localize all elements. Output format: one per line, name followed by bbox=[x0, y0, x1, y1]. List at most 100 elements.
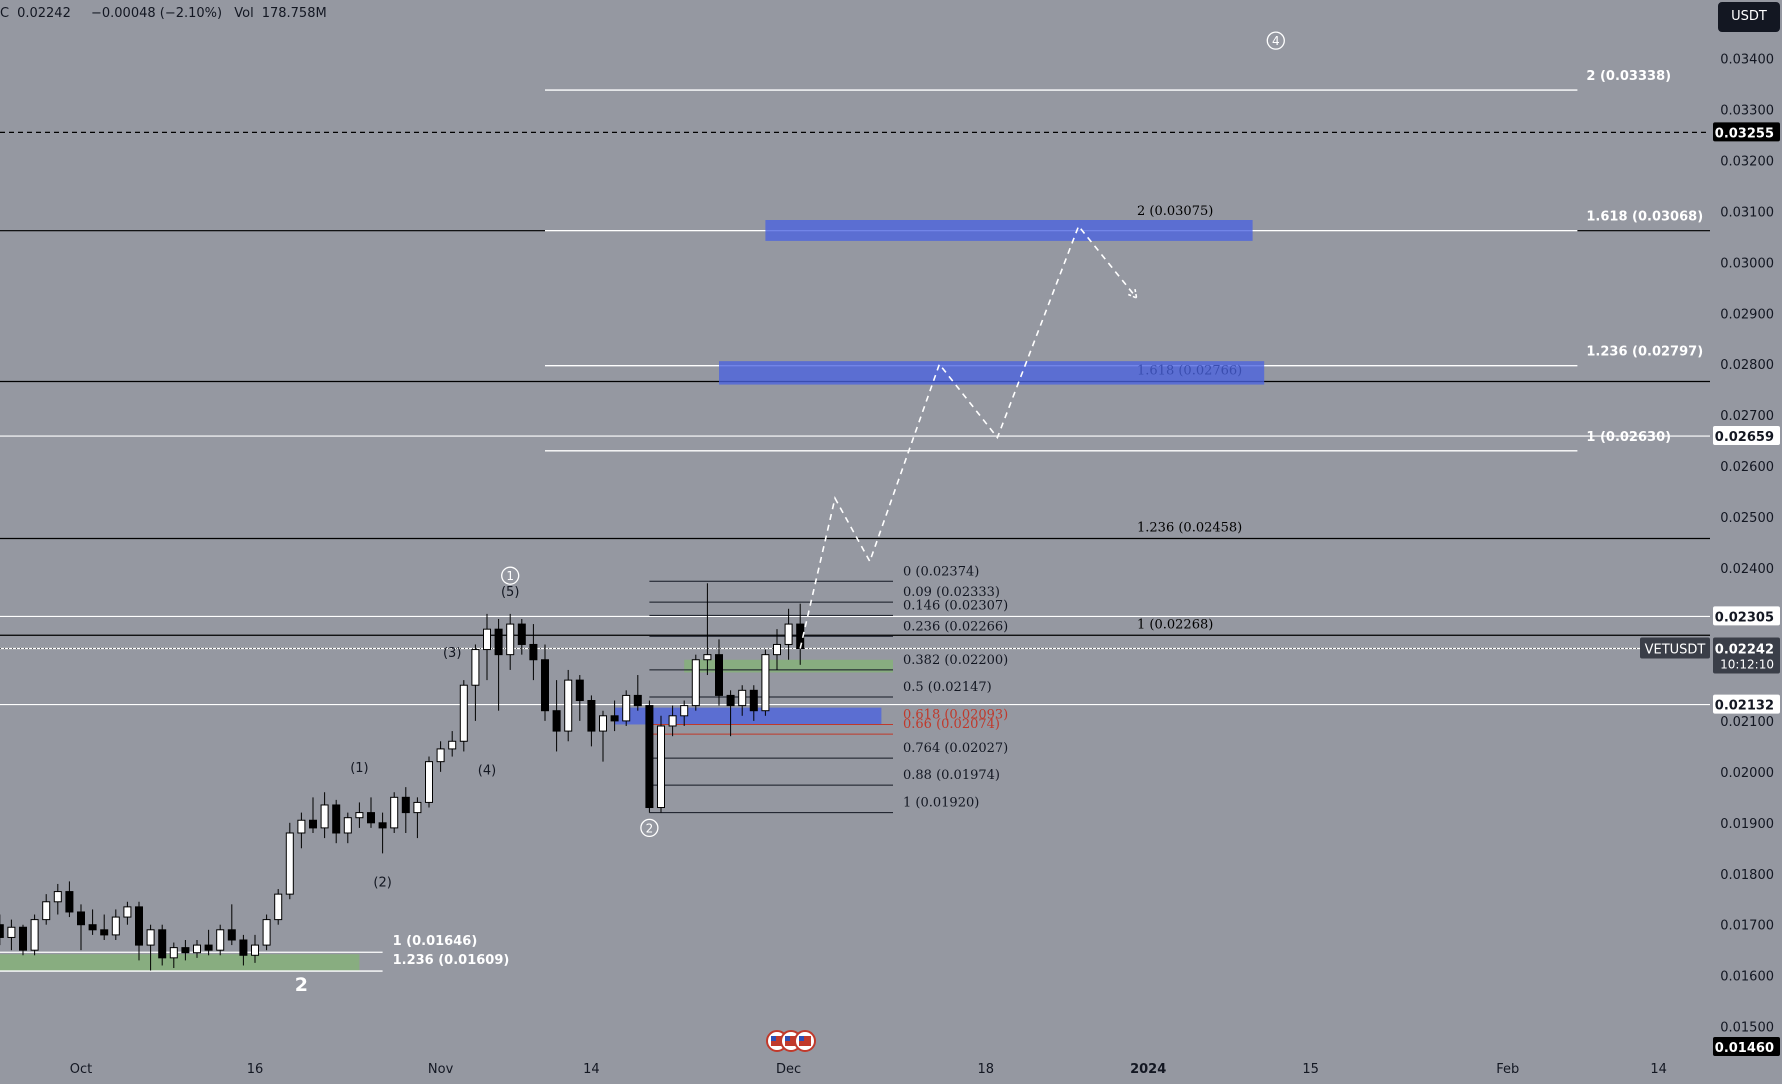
candle-body-52 bbox=[575, 679, 584, 702]
candle-body-15 bbox=[146, 929, 155, 946]
event-flag-canton-icon-0 bbox=[771, 1036, 776, 1041]
candle-body-64 bbox=[715, 654, 723, 696]
price-label-0: 0.03255 bbox=[1715, 126, 1774, 141]
price-tick-3: 0.03100 bbox=[1720, 205, 1774, 220]
currency-button[interactable]: USDT bbox=[1718, 2, 1780, 32]
price-tick-1: 0.03300 bbox=[1720, 103, 1774, 118]
candle-body-32 bbox=[343, 817, 352, 834]
upper-fib-label-0: 2 (0.03338) bbox=[1586, 69, 1671, 84]
wave-circle-1 bbox=[640, 818, 659, 838]
candle-body-31 bbox=[332, 804, 341, 834]
extension-label-3: 1 (0.02268) bbox=[1137, 617, 1213, 632]
candle-body-65 bbox=[726, 694, 735, 707]
time-tick-0: Oct bbox=[70, 1062, 92, 1077]
candle-body-17 bbox=[169, 947, 178, 959]
price-tick-11: 0.02100 bbox=[1720, 715, 1774, 730]
candle-body-24 bbox=[251, 944, 259, 956]
time-tick-4: Dec bbox=[776, 1062, 801, 1077]
price-tick-8: 0.02600 bbox=[1720, 460, 1774, 475]
time-tick-8: Feb bbox=[1496, 1062, 1519, 1077]
lower-fib-label-0: 1 (0.01646) bbox=[393, 934, 478, 949]
candle-body-42 bbox=[459, 684, 468, 742]
price-tick-5: 0.02900 bbox=[1720, 307, 1774, 322]
event-icons bbox=[766, 1030, 816, 1052]
candle-body-45 bbox=[494, 628, 503, 656]
candle-body-13 bbox=[123, 906, 132, 918]
candle-body-37 bbox=[401, 796, 410, 814]
candle-body-7 bbox=[53, 891, 62, 903]
projection-arrowhead bbox=[1127, 288, 1138, 300]
candle-body-10 bbox=[88, 924, 97, 931]
wave-circle-label-2: 4 bbox=[1272, 34, 1280, 48]
price-axis-bg bbox=[1712, 0, 1782, 1084]
candle-body-51 bbox=[564, 679, 573, 732]
candle-body-9 bbox=[77, 911, 85, 926]
retracement-label-1: 0.09 (0.02333) bbox=[903, 585, 1000, 600]
candle-body-55 bbox=[610, 715, 619, 722]
candle-body-26 bbox=[274, 893, 283, 921]
candle-body-43 bbox=[471, 649, 480, 686]
price-tick-7: 0.02700 bbox=[1720, 409, 1774, 424]
candle-body-39 bbox=[425, 761, 433, 803]
projection-path bbox=[799, 224, 1138, 649]
candle-body-5 bbox=[30, 919, 39, 951]
candle-body-58 bbox=[645, 705, 654, 809]
retracement-label-2: 0.146 (0.02307) bbox=[903, 598, 1008, 613]
wave-label-1: (2) bbox=[373, 875, 391, 890]
candle-body-29 bbox=[309, 819, 317, 829]
candle-body-21 bbox=[216, 929, 225, 951]
zone-green-4 bbox=[0, 954, 360, 972]
price-tick-9: 0.02500 bbox=[1720, 511, 1774, 526]
extension-label-0: 2 (0.03075) bbox=[1137, 204, 1213, 219]
wave-label-4: (5) bbox=[501, 585, 519, 600]
price-tick-6: 0.02800 bbox=[1720, 358, 1774, 373]
upper-fib-label-2: 1.236 (0.02797) bbox=[1586, 345, 1703, 360]
candle-body-8 bbox=[65, 891, 74, 913]
time-tick-7: 15 bbox=[1302, 1062, 1319, 1077]
candle-body-3 bbox=[7, 926, 16, 938]
candle-body-56 bbox=[622, 694, 631, 722]
event-flag-canton-icon-1 bbox=[785, 1036, 790, 1041]
candles-group bbox=[0, 583, 805, 971]
candle-body-28 bbox=[297, 819, 306, 834]
wave-label-5: 2 bbox=[295, 974, 308, 996]
candle-body-70 bbox=[784, 623, 793, 645]
candle-body-25 bbox=[262, 919, 271, 946]
candle-body-48 bbox=[529, 643, 538, 661]
wave-circle-2 bbox=[1266, 31, 1285, 50]
event-flag-icon-1 bbox=[785, 1036, 797, 1046]
price-tick-0: 0.03400 bbox=[1720, 52, 1774, 67]
price-label-bg-0 bbox=[1713, 122, 1780, 142]
lower-fib-label-1: 1.236 (0.01609) bbox=[393, 953, 510, 968]
candle-body-50 bbox=[552, 710, 561, 732]
retracement-label-10: 1 (0.01920) bbox=[903, 796, 979, 811]
candle-body-47 bbox=[517, 623, 526, 645]
time-tick-6: 2024 bbox=[1130, 1062, 1166, 1077]
wave-circle-0 bbox=[501, 566, 520, 585]
candle-body-16 bbox=[158, 929, 167, 959]
legend-ticker-price: C 0.02242 bbox=[0, 6, 79, 21]
zone-blue-0 bbox=[765, 220, 1253, 241]
candle-body-40 bbox=[436, 748, 445, 763]
time-tick-2: Nov bbox=[428, 1062, 454, 1077]
candle-body-30 bbox=[320, 804, 329, 829]
candle-body-23 bbox=[239, 939, 248, 956]
upper-fib-label-3: 1 (0.02630) bbox=[1586, 430, 1671, 445]
price-label-2: 0.02305 bbox=[1715, 610, 1774, 625]
candle-body-62 bbox=[691, 659, 700, 707]
legend-change: −0.00048 (−2.10%) bbox=[90, 6, 223, 21]
time-tick-3: 14 bbox=[583, 1062, 600, 1077]
zone-blue-2 bbox=[614, 707, 882, 725]
price-label-bg-1 bbox=[1713, 426, 1780, 446]
candle-body-63 bbox=[703, 654, 712, 661]
retracement-label-3: 0.236 (0.02266) bbox=[903, 619, 1008, 634]
candle-body-35 bbox=[378, 822, 387, 829]
time-axis: Oct16Nov14Dec18202415Feb14Mar18Apr15 bbox=[70, 1062, 1667, 1077]
legend-ticker-prefix: C bbox=[0, 6, 10, 21]
legend-price: 0.02242 bbox=[17, 6, 71, 21]
price-label-4: 0.02132 bbox=[1715, 699, 1774, 714]
candle-body-2 bbox=[0, 924, 4, 938]
symbol-badge: VETUSDT bbox=[1645, 643, 1706, 658]
